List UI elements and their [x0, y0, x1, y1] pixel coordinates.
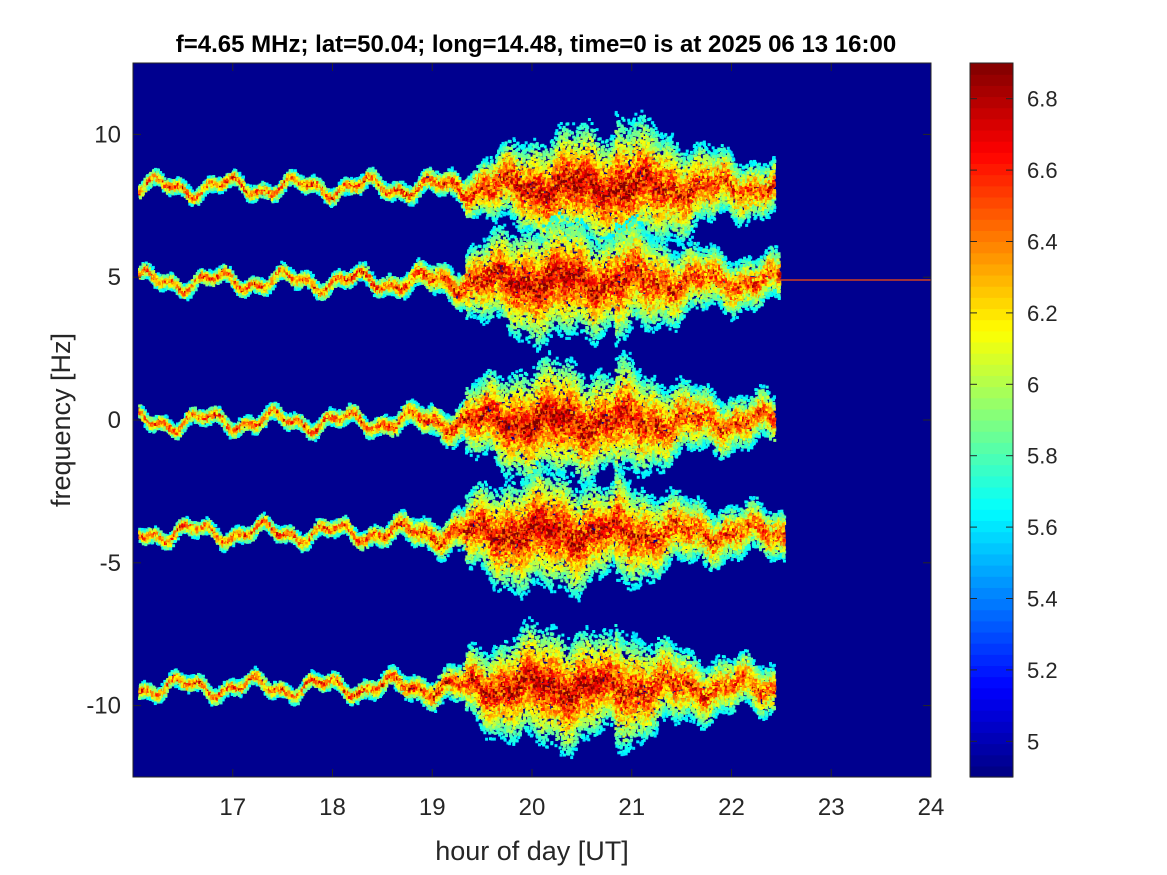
spectrogram-cell — [218, 191, 221, 194]
spectrogram-cell — [300, 176, 303, 179]
spectrogram-cell — [263, 182, 266, 185]
spectrogram-cell — [243, 183, 246, 186]
spectrogram-cell — [231, 180, 234, 183]
spectrogram-cell — [143, 187, 146, 190]
spectrogram-cell — [193, 201, 196, 204]
spectrogram-cell — [223, 184, 226, 187]
spectrogram-cell — [176, 190, 179, 193]
spectrogram-cell — [318, 178, 321, 181]
spectrogram-cell — [294, 169, 297, 172]
spectrogram-cell — [242, 176, 245, 179]
spectrogram-cell — [275, 196, 278, 199]
spectrogram-cell — [305, 180, 308, 183]
spectrogram-cell — [250, 190, 253, 193]
spectrogram-cell — [159, 171, 162, 174]
spectrogram-cell — [213, 178, 216, 181]
spectrogram-cell — [276, 199, 279, 202]
spectrogram-cell — [291, 169, 294, 172]
spectrogram-cell — [238, 172, 241, 175]
spectrogram-cell — [150, 184, 153, 187]
spectrogram-cell — [163, 177, 166, 180]
spectrogram-cell — [156, 168, 159, 171]
spectrogram-cell — [141, 194, 144, 197]
spectrogram-cell — [168, 194, 171, 197]
spectrogram-cell — [191, 204, 194, 207]
spectrogram-cell — [291, 182, 294, 185]
spectrogram-cell — [200, 192, 203, 195]
spectrogram-cell — [158, 176, 161, 179]
spectrogram-cell — [260, 187, 263, 190]
spectrogram-cell — [268, 184, 271, 187]
spectrogram-cell — [268, 187, 271, 190]
spectrogram-cell — [221, 191, 224, 194]
spectrogram-cell — [280, 191, 283, 194]
spectrogram-cell — [211, 188, 214, 191]
spectrogram-cell — [255, 198, 258, 201]
spectrogram-cell — [158, 179, 161, 182]
spectrogram-cell — [171, 190, 174, 193]
spectrogram-cell — [175, 178, 178, 181]
spectrogram-cell — [193, 192, 196, 195]
spectrogram-cell — [278, 184, 281, 187]
spectrogram-cell — [184, 180, 187, 183]
spectrogram-cell — [139, 196, 142, 199]
spectrogram-cell — [313, 175, 316, 178]
spectrogram-cell — [260, 192, 263, 195]
spectrogram-cell — [205, 191, 208, 194]
spectrogram-cell — [249, 184, 252, 187]
spectrogram-cell — [186, 190, 189, 193]
spectrogram-cell — [191, 190, 194, 193]
spectrogram-cell — [201, 198, 204, 201]
spectrogram-cell — [151, 177, 154, 180]
plot-area — [133, 63, 931, 777]
spectrogram-cell — [318, 181, 321, 184]
spectrogram-cell — [240, 188, 243, 191]
spectrogram-cell — [322, 182, 325, 185]
chart-title: f=4.65 MHz; lat=50.04; long=14.48, time=… — [176, 31, 896, 58]
